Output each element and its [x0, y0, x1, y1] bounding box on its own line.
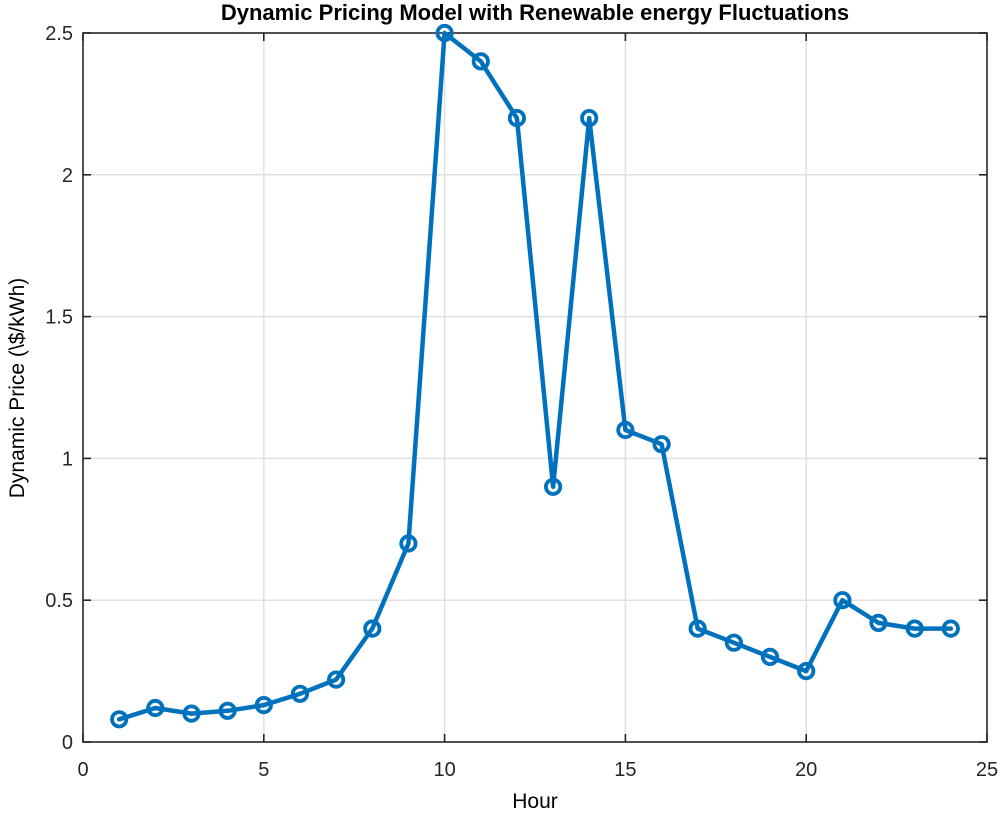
data-point-marker [905, 619, 924, 638]
data-point-marker [652, 435, 671, 454]
y-tick-label: 1 [62, 448, 73, 470]
data-point-marker [399, 534, 418, 553]
chart-title: Dynamic Pricing Model with Renewable ene… [221, 0, 849, 25]
data-point-marker [616, 420, 635, 440]
y-tick-label: 0.5 [45, 590, 73, 612]
data-point-marker [218, 701, 237, 720]
series-layer [110, 23, 960, 729]
data-point-marker [363, 619, 382, 638]
data-point-marker [146, 698, 165, 718]
data-point-marker [326, 670, 346, 689]
data-point-marker [869, 613, 888, 633]
data-point-marker [110, 710, 129, 729]
data-point-marker [543, 477, 563, 496]
data-point-marker [833, 591, 852, 610]
tick-label-layer: 0 5 10 15 20 25 0 0.5 1 1.5 2 2.5 [45, 23, 998, 781]
data-point-marker [688, 619, 707, 638]
data-point-marker [254, 695, 273, 715]
x-tick-label: 15 [614, 759, 636, 781]
x-tick-label: 5 [258, 759, 269, 781]
tick-layer [82, 32, 988, 743]
y-tick-label: 2 [62, 165, 73, 187]
y-tick-label: 1.5 [45, 307, 73, 329]
data-point-marker [760, 647, 780, 667]
x-axis-label: Hour [512, 790, 558, 813]
data-point-marker [797, 661, 816, 681]
data-point-marker [435, 23, 454, 43]
data-point-marker [182, 704, 201, 723]
x-tick-label: 10 [433, 759, 455, 781]
grid-layer [83, 33, 987, 742]
data-point-marker [941, 619, 960, 638]
data-point-marker [471, 52, 490, 71]
plot-box [82, 32, 988, 743]
data-point-marker [580, 109, 599, 128]
x-tick-label: 20 [795, 759, 817, 781]
data-point-marker [724, 633, 744, 652]
y-tick-label: 2.5 [45, 23, 73, 45]
x-tick-label: 25 [976, 759, 998, 781]
data-point-marker [290, 684, 310, 703]
price-line [116, 30, 954, 722]
x-tick-label: 0 [77, 759, 88, 781]
y-axis-label: Dynamic Price (\$/kWh) [6, 278, 29, 499]
y-tick-label: 0 [62, 732, 73, 754]
data-point-marker [507, 109, 527, 128]
